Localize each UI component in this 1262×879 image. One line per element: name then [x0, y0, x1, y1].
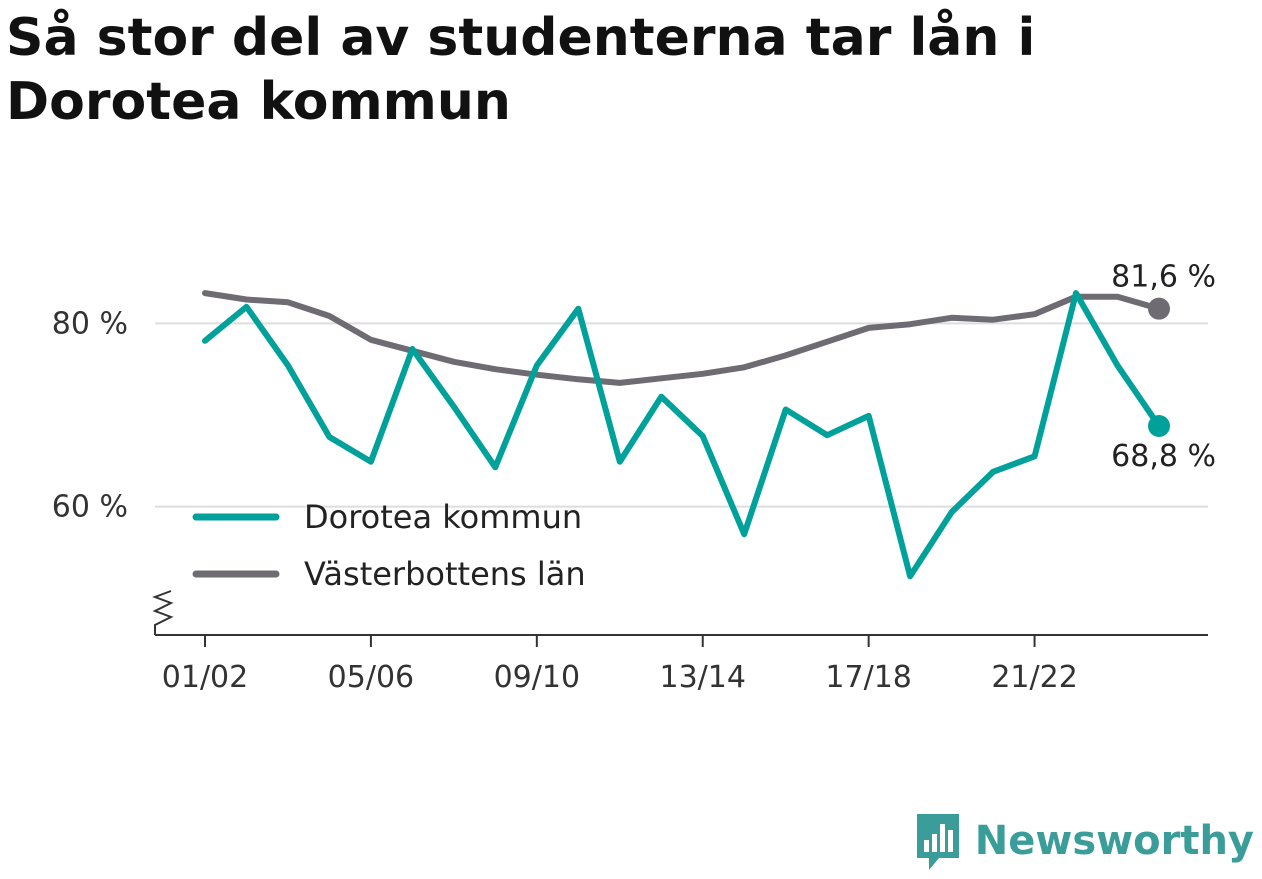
series-line-0: [202, 290, 1162, 580]
series-end-label-0: 68,8 %: [1111, 439, 1216, 474]
axis-break-icon: [152, 590, 174, 635]
x-tick-label: 09/10: [494, 660, 580, 695]
newsworthy-logo-icon: [916, 814, 959, 870]
x-tick-label: 13/14: [660, 660, 746, 695]
y-axis-ticks: 60 % 80 %: [52, 306, 128, 524]
y-tick-label: 60 %: [52, 490, 128, 525]
chart-title: Så stor del av studenterna tar lån i Dor…: [6, 8, 1036, 132]
x-tick-label: 05/06: [328, 660, 414, 695]
legend-label: Västerbottens län: [304, 555, 586, 593]
brand-name: Newsworthy: [974, 818, 1254, 864]
series-end-point-0: [1148, 415, 1170, 437]
x-tick-label: 21/22: [991, 660, 1077, 695]
gridlines: [155, 322, 1208, 508]
y-tick-label: 80 %: [52, 306, 128, 341]
brand-logo: Newsworthy: [913, 809, 1254, 873]
x-axis-ticks: 01/02 05/06 09/10 13/14 17/18 21/22: [162, 635, 1078, 695]
legend-label: Dorotea kommun: [304, 498, 582, 536]
series-end-markers: 81,6 % 68,8 %: [1111, 260, 1216, 474]
x-axis: [152, 590, 1208, 636]
series-line-1: [202, 290, 1162, 386]
series-end-label-1: 81,6 %: [1111, 260, 1216, 295]
series-lines: [202, 290, 1162, 580]
x-tick-label: 17/18: [825, 660, 911, 695]
x-tick-label: 01/02: [162, 660, 248, 695]
series-end-point-1: [1148, 297, 1170, 320]
legend: Dorotea kommun Västerbottens län: [192, 498, 586, 593]
